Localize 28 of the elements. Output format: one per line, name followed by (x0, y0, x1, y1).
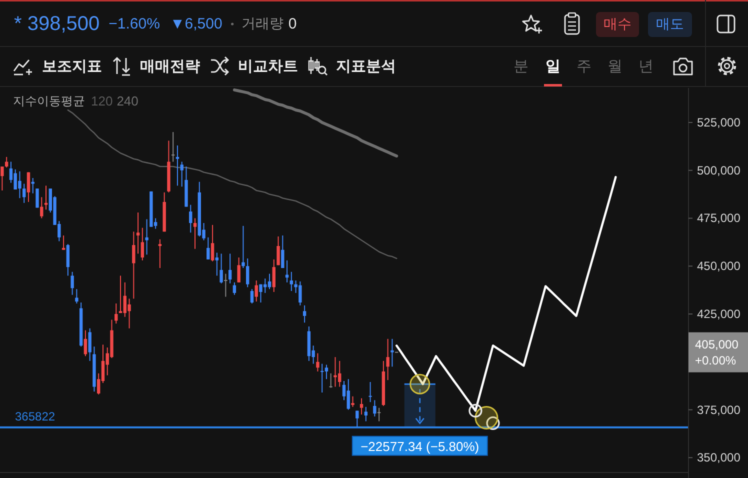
button: 매수 (596, 12, 639, 37)
text: ▼6,500 (170, 16, 222, 32)
legend: 지수이동평균 120 240 (13, 94, 138, 108)
measure-label: −22577.34 (−5.80%) (352, 436, 488, 456)
y-tick-label: 425,000 (697, 306, 741, 321)
y-tick-label: 475,000 (697, 211, 741, 226)
text: 일 (546, 57, 560, 75)
y-tick-label: 525,000 (697, 115, 741, 130)
ref-line-label: 365822 (15, 409, 56, 424)
text: 보조지표 (42, 57, 102, 75)
price-tag: 405,000 +0.00% (688, 332, 748, 372)
text: 거래량 (241, 16, 284, 32)
y-tick-label: 350,000 (697, 450, 741, 465)
annotation: −22577.34 (−5.80%) (360, 438, 480, 454)
text: 년 (638, 57, 654, 75)
text: −1.60% (108, 16, 160, 32)
text: 0 (288, 16, 297, 32)
y-tick-label: 375,000 (697, 402, 741, 417)
button: 매도 (648, 12, 692, 37)
y-tick-label: 500,000 (697, 163, 741, 178)
text: * 398,500 (14, 13, 100, 35)
text: 비교차트 (238, 57, 298, 75)
text: 매매전략 (140, 57, 200, 75)
text: 지표분석 (336, 57, 396, 75)
text: 월 (608, 57, 622, 75)
y-tick-label: 450,000 (697, 259, 741, 274)
text: 분 (514, 57, 528, 75)
text: 주 (576, 57, 592, 75)
